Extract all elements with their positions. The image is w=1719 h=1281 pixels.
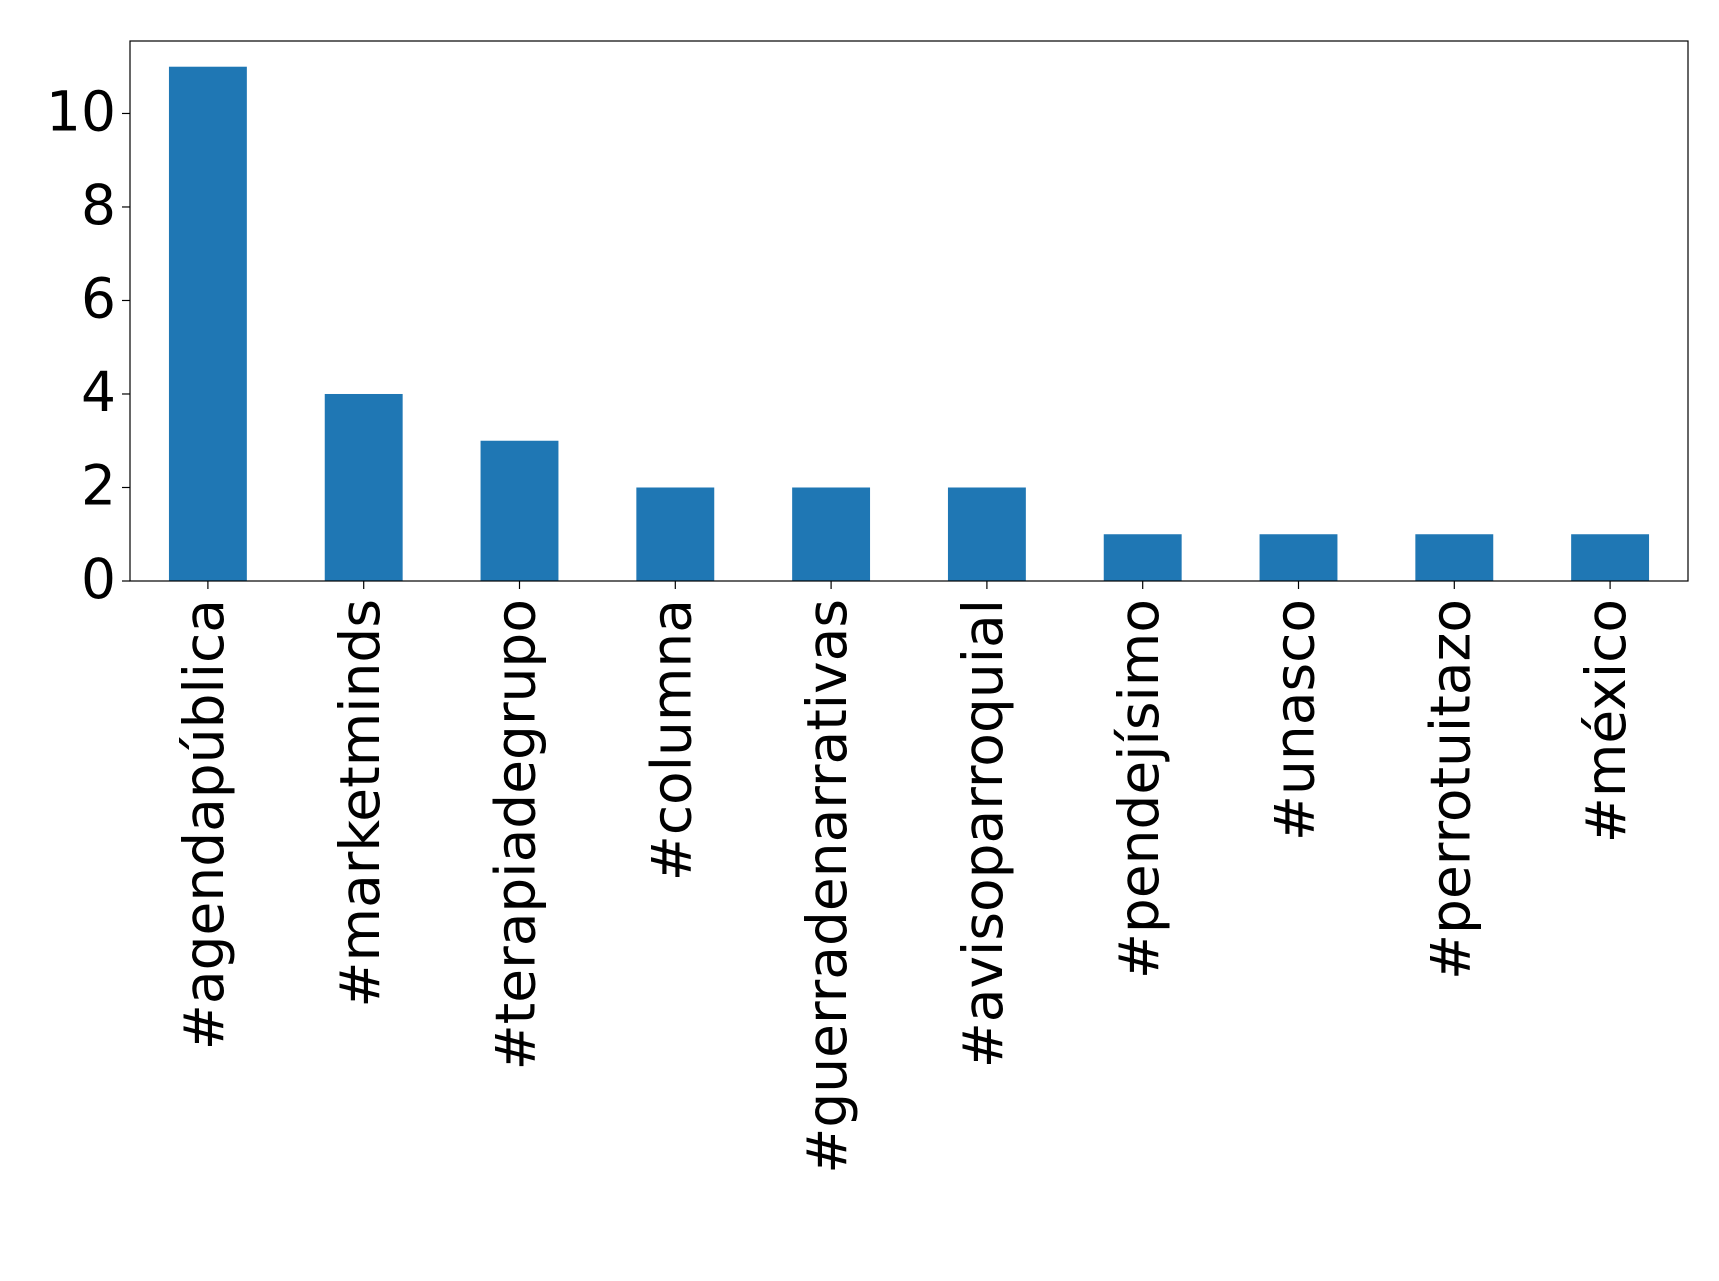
bar xyxy=(1259,534,1338,581)
bar xyxy=(1103,534,1182,581)
x-tick-label: #columna xyxy=(639,599,703,881)
bar xyxy=(1415,534,1494,581)
y-tick-label: 4 xyxy=(81,360,116,424)
bar xyxy=(636,487,715,581)
x-tick-label: #agendapública xyxy=(172,599,236,1050)
y-tick-label: 6 xyxy=(81,267,116,331)
plot-frame xyxy=(129,40,1689,582)
x-tick-label: #avisoparroquial xyxy=(951,599,1015,1068)
y-tick-label: 8 xyxy=(81,173,116,237)
x-tick-label: #méxico xyxy=(1574,599,1638,843)
bar xyxy=(324,393,403,581)
x-tick-label: #marketminds xyxy=(328,599,392,1008)
bar xyxy=(792,487,871,581)
bar xyxy=(168,66,247,581)
y-tick-label: 10 xyxy=(46,80,116,144)
y-tick-label: 0 xyxy=(81,547,116,611)
bar xyxy=(480,440,559,581)
x-tick-label: #pendejísimo xyxy=(1107,599,1171,979)
y-tick-label: 2 xyxy=(81,454,116,518)
bar xyxy=(1571,534,1650,581)
bar xyxy=(947,487,1026,581)
x-tick-label: #unasco xyxy=(1263,599,1327,841)
x-tick-label: #guerradenarrativas xyxy=(795,599,859,1174)
x-tick-label: #perrotuitazo xyxy=(1418,599,1482,980)
x-tick-label: #terapiadegrupo xyxy=(484,599,548,1070)
